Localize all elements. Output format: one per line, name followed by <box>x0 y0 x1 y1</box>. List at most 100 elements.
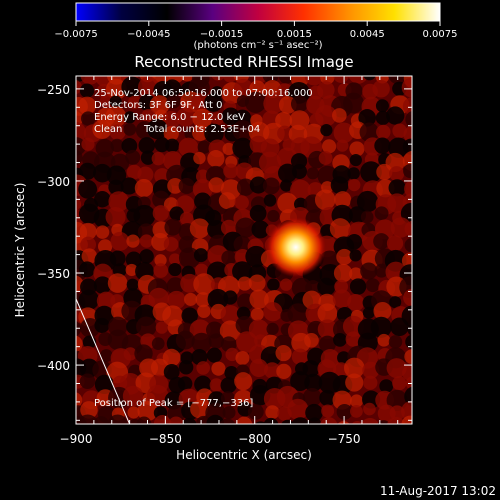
residual-blob <box>208 333 225 349</box>
residual-blob <box>291 163 307 179</box>
residual-blob <box>263 80 282 99</box>
residual-blob <box>263 302 283 322</box>
residual-blob <box>206 347 222 363</box>
residual-blob <box>93 276 112 294</box>
residual-blob <box>375 99 389 113</box>
residual-blob <box>176 107 196 127</box>
residual-blob <box>362 306 375 319</box>
residual-blob <box>190 400 208 419</box>
residual-blob <box>403 163 412 179</box>
residual-blob <box>78 289 100 311</box>
residual-blob <box>221 250 237 266</box>
residual-blob <box>195 292 211 308</box>
y-axis-label: Heliocentric Y (arcsec) <box>13 183 27 318</box>
residual-blob <box>121 76 143 98</box>
residual-blob <box>404 238 412 253</box>
residual-blob <box>317 277 336 296</box>
residual-blob <box>134 178 154 198</box>
residual-blob <box>76 149 83 166</box>
residual-blob <box>235 217 256 238</box>
residual-blob <box>192 108 213 129</box>
residual-blob <box>291 417 310 424</box>
plot-frame <box>75 75 413 425</box>
residual-blob <box>263 417 279 424</box>
residual-blob <box>92 119 112 140</box>
residual-blob <box>222 406 236 420</box>
residual-blob <box>136 316 157 337</box>
residual-blob <box>277 192 298 214</box>
residual-blob <box>125 263 138 277</box>
residual-blob <box>305 403 323 422</box>
residual-blob <box>402 97 412 116</box>
colorbar-tick-label: −0.0015 <box>200 29 243 40</box>
residual-blob <box>184 292 198 306</box>
residual-blob <box>236 178 255 196</box>
residual-blob <box>178 360 194 375</box>
residual-blob <box>193 248 208 263</box>
residual-blob <box>351 420 363 424</box>
residual-blob <box>387 416 406 424</box>
residual-blob <box>107 414 128 424</box>
residual-blob <box>168 262 182 277</box>
residual-blob <box>321 139 337 154</box>
residual-blob <box>125 251 142 268</box>
residual-blob <box>379 379 394 394</box>
residual-blob <box>346 234 363 250</box>
annotation-detectors: Detectors: 3F 6F 9F, Att 0 <box>94 100 222 111</box>
residual-blob <box>94 374 115 395</box>
residual-blob <box>404 349 412 364</box>
residual-blob <box>330 176 349 195</box>
residual-blob <box>386 106 405 125</box>
residual-blob <box>168 416 184 424</box>
residual-blob <box>333 76 349 83</box>
residual-blob <box>204 123 224 144</box>
residual-blob <box>306 167 319 180</box>
residual-blob <box>314 189 336 211</box>
residual-blob <box>264 362 281 379</box>
residual-blob <box>99 349 113 362</box>
residual-blob <box>360 210 374 224</box>
residual-blob <box>181 307 198 324</box>
colorbar-tick-label: −0.0045 <box>127 29 170 40</box>
residual-blob <box>208 177 224 193</box>
residual-blob <box>363 76 376 81</box>
residual-blob <box>263 194 277 207</box>
residual-blob <box>317 303 338 324</box>
residual-blob <box>210 112 224 126</box>
residual-blob <box>105 206 126 228</box>
residual-blob <box>349 278 367 295</box>
residual-blob <box>336 139 349 152</box>
residual-blob <box>374 263 389 278</box>
residual-blob <box>220 305 241 325</box>
residual-blob <box>363 375 378 390</box>
residual-blob <box>139 234 154 248</box>
residual-blob <box>126 234 140 248</box>
residual-blob <box>151 337 165 350</box>
residual-blob <box>223 76 238 83</box>
residual-blob <box>405 376 412 390</box>
residual-blob <box>232 120 254 141</box>
residual-blob <box>275 345 292 362</box>
residual-blob <box>94 191 111 208</box>
residual-blob <box>265 405 280 420</box>
residual-blob <box>162 348 181 367</box>
residual-blob <box>78 162 97 180</box>
residual-blob <box>317 81 335 99</box>
residual-blob <box>304 373 323 392</box>
residual-blob <box>178 137 199 158</box>
residual-blob <box>79 261 96 278</box>
residual-blob <box>81 248 98 264</box>
residual-blob <box>219 320 241 342</box>
residual-blob <box>220 377 237 394</box>
residual-blob <box>319 335 336 353</box>
residual-blob <box>126 278 139 291</box>
residual-blob <box>219 418 236 424</box>
residual-blob <box>280 179 293 192</box>
residual-blob <box>146 384 169 407</box>
residual-blob <box>248 274 266 292</box>
residual-blob <box>120 177 138 195</box>
residual-blob <box>178 177 195 194</box>
y-tick-label: −400 <box>37 359 70 373</box>
residual-blob <box>263 93 284 114</box>
